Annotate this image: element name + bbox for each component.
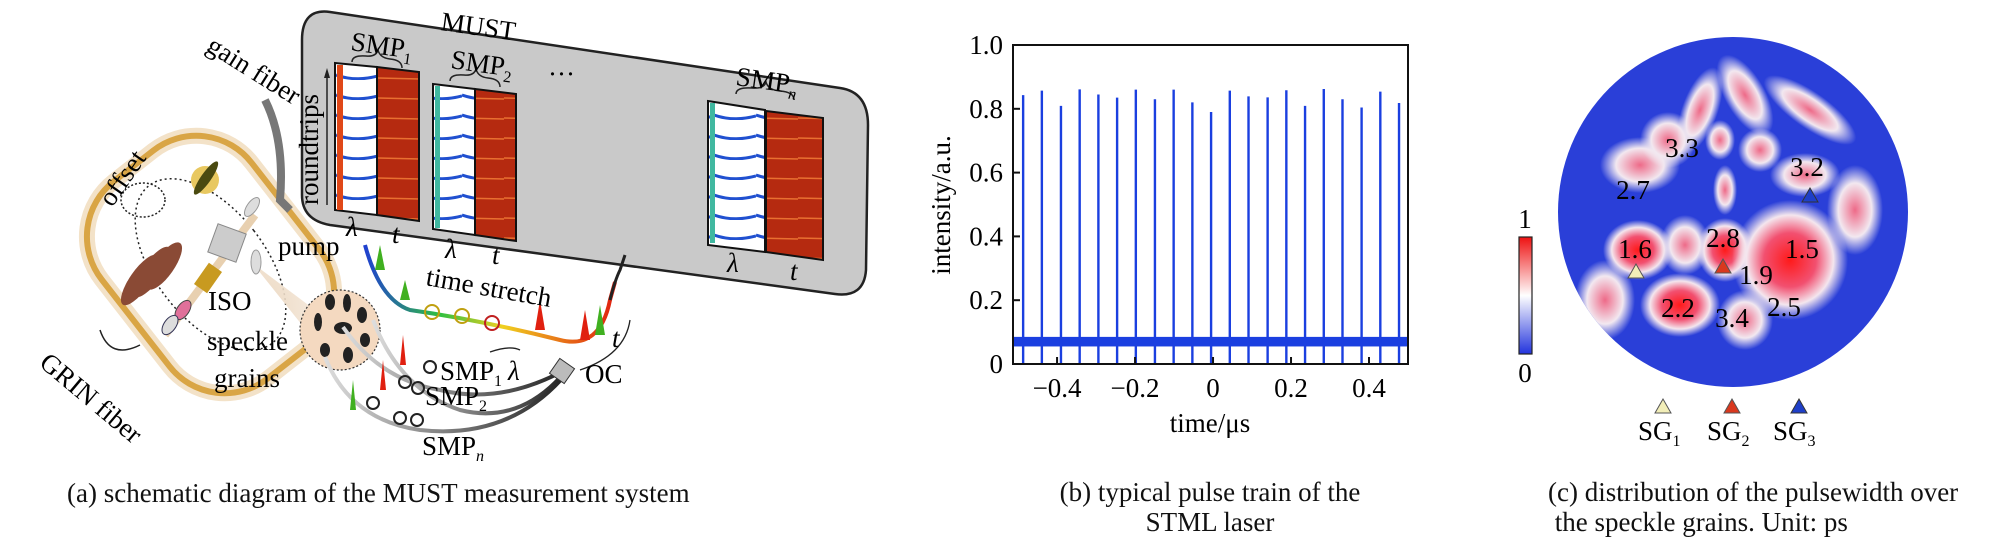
schematic-diagram: MUST SMP1 SMP2 ··· SMPn roundtrips λ t λ… xyxy=(34,6,870,465)
t-arrow-label: t xyxy=(612,323,621,353)
pulsewidth-label: 2.2 xyxy=(1661,293,1695,323)
sg2-marker xyxy=(1714,257,1732,274)
legend-sg2-icon xyxy=(1723,397,1741,414)
x-tick-label: 0.4 xyxy=(1352,373,1386,403)
legend-sg3-icon xyxy=(1790,397,1808,414)
pulsewidth-label: 2.8 xyxy=(1706,223,1740,253)
pulsewidth-label: 2.7 xyxy=(1616,175,1650,205)
speckle-label: speckle xyxy=(207,326,288,356)
smpn-label: SMPn xyxy=(734,61,800,103)
pulsewidth-label: 3.2 xyxy=(1790,152,1824,182)
lambda-label-2: λ xyxy=(444,234,457,264)
pulse-spikes xyxy=(350,245,605,410)
x-axis-label: time/μs xyxy=(1170,408,1250,438)
x-tick-label: −0.4 xyxy=(1033,373,1082,403)
legend-sg1-icon xyxy=(1654,397,1672,414)
smpn-time-map xyxy=(765,109,824,262)
y-tick-label: 1.0 xyxy=(969,30,1003,60)
legend-sg3-label: SG3 xyxy=(1773,416,1816,450)
roundtrips-label: roundtrips xyxy=(294,94,324,205)
t-label-n: t xyxy=(790,256,799,286)
pulsewidth-label: 3.4 xyxy=(1715,303,1749,333)
gain-fiber-label: gain fiber xyxy=(202,30,306,111)
smpn-fiber-label: SMPn xyxy=(422,431,484,465)
smp1-spectrum-map xyxy=(334,61,378,217)
lambda-label-1: λ xyxy=(345,212,358,242)
oc-label: OC xyxy=(585,359,623,389)
multimode-field-icon xyxy=(120,242,183,306)
t-label-2: t xyxy=(492,240,501,270)
smp-braces xyxy=(351,47,795,101)
y-tick-label: 0.6 xyxy=(969,158,1003,188)
colorbar-min-label: 0 xyxy=(1518,358,1532,388)
smp2-label: SMP2 xyxy=(449,44,515,86)
lambda-arrow xyxy=(489,347,521,353)
time-stretch-label: time stretch xyxy=(424,261,554,313)
smp2-fiber xyxy=(371,319,567,416)
smp2-time-map xyxy=(474,87,517,243)
y-tick-label: 0.4 xyxy=(969,221,1003,251)
smp1-label: SMP1 xyxy=(349,26,415,68)
caption-b-line2: STML laser xyxy=(1145,507,1275,537)
caption-c-line2: the speckle grains. Unit: ps xyxy=(1548,507,1848,537)
smp1-fiber xyxy=(341,325,566,397)
y-tick-label: 0 xyxy=(990,349,1004,379)
colorbar xyxy=(1518,236,1533,355)
pulsewidth-map: 1 0 3.3 3.2 2.7 1.6 2.8 1.5 1.9 2.2 3.4 … xyxy=(1518,37,1908,450)
caption-c-line1: (c) distribution of the pulsewidth over xyxy=(1548,477,1959,507)
colorbar-max-label: 1 xyxy=(1518,204,1532,234)
grains-label: grains xyxy=(214,363,280,393)
pulsewidth-labels: 3.3 3.2 2.7 1.6 2.8 1.5 1.9 2.2 3.4 2.5 xyxy=(1616,133,1824,333)
x-tick-label: 0.2 xyxy=(1274,373,1308,403)
pulse-train-chart: 0 0.2 0.4 0.6 0.8 1.0 −0.4 −0.2 0 0.2 0.4 intensit… xyxy=(926,30,1409,438)
t-label-1: t xyxy=(392,219,401,249)
pump-label: pump xyxy=(278,231,340,261)
pulsewidth-label: 1.6 xyxy=(1618,234,1652,264)
caption-a: (a) schematic diagram of the MUST measur… xyxy=(67,478,690,508)
lambda-label-n: λ xyxy=(726,248,739,278)
direction-arrow xyxy=(99,329,141,351)
caption-b-line1: (b) typical pulse train of the xyxy=(1059,477,1361,507)
y-tick-label: 0.2 xyxy=(969,285,1003,315)
beam-splitter-cube xyxy=(207,223,247,263)
smp2-spectrum-map xyxy=(432,82,476,237)
x-tick-label: −0.2 xyxy=(1111,373,1160,403)
pulsewidth-label: 3.3 xyxy=(1665,133,1699,163)
pulsewidth-label: 1.5 xyxy=(1785,234,1819,264)
smp1-fiber-label: SMP1 λ xyxy=(440,356,520,390)
grin-fiber-label: GRIN fiber xyxy=(34,347,148,450)
gain-fiber-tail xyxy=(261,98,293,213)
legend-sg1-label: SG1 xyxy=(1638,416,1681,450)
offset-marker xyxy=(120,182,166,218)
x-tick-label: 0 xyxy=(1206,373,1220,403)
ellipsis: ··· xyxy=(548,59,575,89)
iso-label: ISO xyxy=(208,286,252,316)
y-axis-label: intensity/a.u. xyxy=(926,135,956,274)
sg3-marker xyxy=(1801,186,1819,203)
isolator xyxy=(193,262,223,294)
caption-b: (b) typical pulse train of the STML lase… xyxy=(1060,477,1361,537)
smp2-fiber-label: SMP2 xyxy=(425,381,487,415)
sg1-marker xyxy=(1627,262,1645,279)
plot-frame xyxy=(1012,44,1409,365)
legend-sg2-label: SG2 xyxy=(1707,416,1750,450)
pulsewidth-label: 1.9 xyxy=(1739,260,1773,290)
smp1-time-map xyxy=(376,65,420,223)
caption-c: (c) distribution of the pulsewidth over … xyxy=(1548,477,1958,537)
y-tick-label: 0.8 xyxy=(969,94,1003,124)
pulsewidth-label: 2.5 xyxy=(1767,292,1801,322)
time-stretch-fiber xyxy=(363,244,617,344)
t-arrow xyxy=(579,319,631,371)
smpn-spectrum-map xyxy=(707,99,766,254)
output-coupler xyxy=(548,357,576,385)
smpn-fiber xyxy=(323,356,568,434)
